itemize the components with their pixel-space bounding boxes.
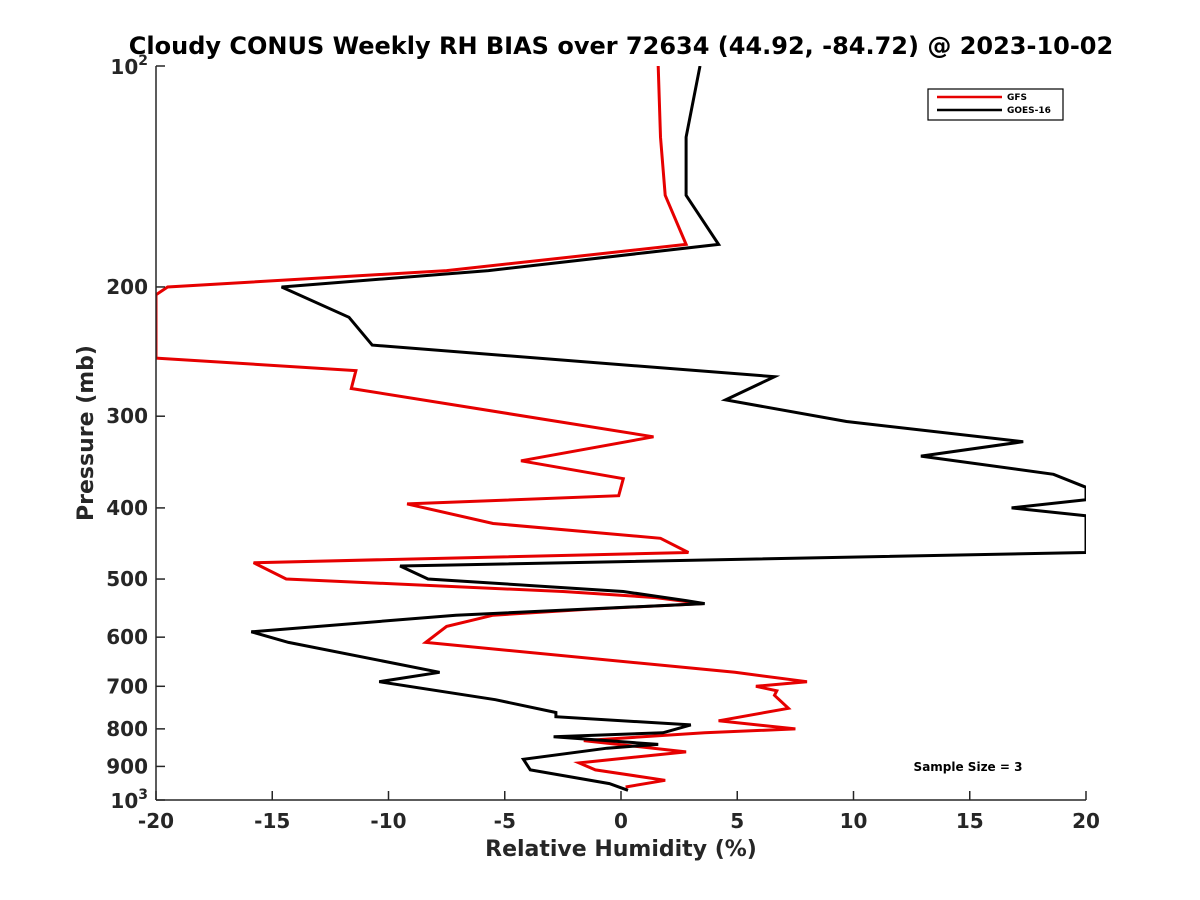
legend-label-goes16: GOES-16: [1007, 106, 1051, 116]
x-tick-label: 20: [1072, 809, 1100, 833]
x-tick-label: 15: [956, 809, 984, 833]
series-line-gfs: [156, 66, 808, 789]
x-tick-label: -10: [370, 809, 406, 833]
legend-box: [927, 88, 1064, 121]
y-tick-label-power: 102: [110, 53, 148, 79]
y-axis-label: Pressure (mb): [74, 345, 99, 521]
legend-label-gfs: GFS: [1007, 93, 1027, 103]
x-axis-label: Relative Humidity (%): [485, 837, 757, 862]
y-tick-label: 600: [106, 625, 148, 649]
legend: GFS GOES-16: [927, 88, 1064, 121]
series-layer: [156, 66, 1086, 792]
y-tick-label: 400: [106, 496, 148, 520]
chart-title: Cloudy CONUS Weekly RH BIAS over 72634 (…: [129, 32, 1113, 60]
x-tick-label: 0: [614, 809, 628, 833]
series-line-goes16: [250, 66, 1086, 792]
x-tick-label: -15: [254, 809, 290, 833]
x-tick-label: 10: [840, 809, 868, 833]
y-tick-label: 700: [106, 674, 148, 698]
y-tick-label: 500: [106, 567, 148, 591]
sample-size-annotation: Sample Size = 3: [914, 760, 1023, 774]
y-tick-label: 900: [106, 754, 148, 778]
y-tick-label-power: 103: [110, 787, 148, 813]
x-ticks: -20 -15 -10 -5 0 5 10 15 20: [138, 791, 1100, 833]
y-ticks: 200 300 400 500 600 700 800 900 102 103: [106, 53, 165, 813]
x-tick-label: -20: [138, 809, 174, 833]
x-tick-label: 5: [730, 809, 744, 833]
y-tick-label: 800: [106, 717, 148, 741]
y-tick-label: 200: [106, 275, 148, 299]
y-tick-label: 300: [106, 404, 148, 428]
x-tick-label: -5: [494, 809, 516, 833]
